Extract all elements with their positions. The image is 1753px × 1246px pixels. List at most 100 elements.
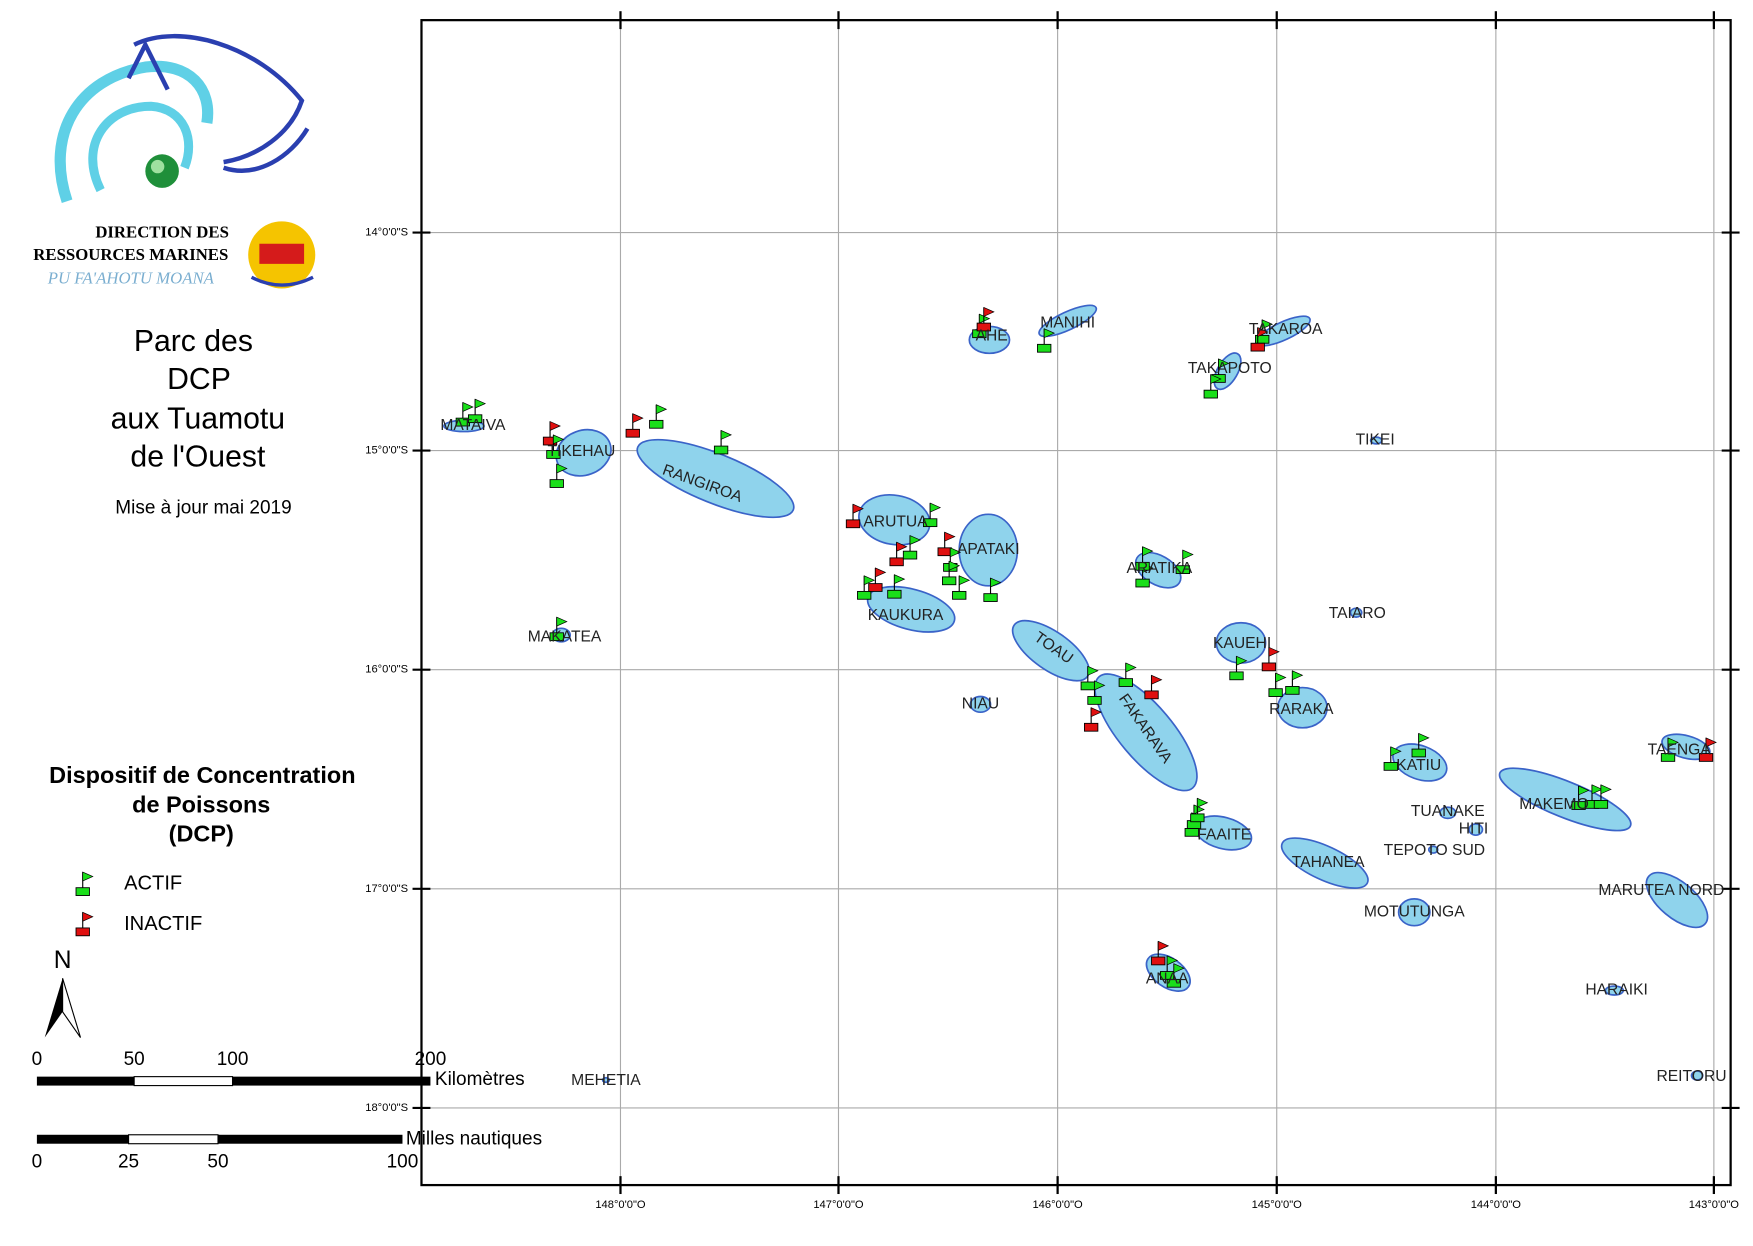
dcp-base: [1411, 748, 1426, 758]
update-date: Mise à jour mai 2019: [115, 498, 291, 519]
dcp-flag: [1157, 940, 1170, 951]
island-label: TEPOTO SUD: [1384, 842, 1485, 859]
dcp-base: [889, 557, 904, 567]
dcp-flag: [1705, 737, 1717, 748]
lon-label: 145°0'0"O: [1252, 1199, 1303, 1211]
lat-label: 16°0'0"S: [365, 664, 408, 676]
dcp-base: [1144, 690, 1159, 700]
dcp-base: [549, 632, 564, 642]
dcp-flag: [632, 413, 644, 424]
dcp-flag: [462, 401, 474, 412]
dcp-flag: [553, 434, 565, 445]
island-label: FAAITE: [1197, 826, 1251, 843]
island-label: HITI: [1459, 821, 1489, 838]
island: [1690, 1070, 1704, 1081]
island-label: TAKAPOTO: [1188, 360, 1272, 377]
island: [1427, 845, 1439, 854]
dcp-base: [1166, 978, 1182, 988]
scale-label: 0: [32, 1152, 43, 1173]
dcp-base: [868, 583, 883, 592]
island: [1498, 767, 1632, 832]
dcp-flag: [1261, 319, 1274, 330]
dcp-base: [1175, 565, 1190, 574]
dcp-base: [1250, 342, 1265, 352]
island-label: TAKAROA: [1249, 321, 1323, 338]
scale-label: 0: [32, 1049, 43, 1070]
dcp-flag: [1166, 955, 1179, 966]
dcp-flag: [958, 575, 971, 586]
lat-label: 17°0'0"S: [365, 883, 408, 895]
legend-item: INACTIF: [124, 913, 202, 935]
dcp-base: [1080, 681, 1095, 691]
dcp-base: [1261, 662, 1277, 672]
dcp-base: [75, 927, 90, 937]
island: [555, 428, 612, 477]
dcp-flag: [1275, 672, 1287, 683]
dcp-flag: [990, 577, 1002, 588]
island-label: ARUTUA: [863, 513, 928, 530]
legend-title: (DCP): [169, 820, 234, 846]
dcp-flag: [1193, 804, 1205, 815]
dcp-flag: [949, 547, 962, 558]
island-label: MOTUTUNGA: [1364, 903, 1465, 920]
legend-item: ACTIF: [124, 873, 182, 895]
island-label: ARATIKA: [1126, 560, 1192, 577]
island: [969, 695, 992, 714]
dcp-flag: [944, 531, 956, 542]
island-label: TIKEHAU: [547, 443, 615, 460]
dcp-base: [546, 450, 561, 459]
dcp-base: [1135, 561, 1150, 571]
dcp-flag: [1667, 737, 1679, 748]
island: [1468, 823, 1484, 836]
dcp-base: [1151, 956, 1166, 966]
dcp-base: [1037, 343, 1052, 353]
island-label: TIKEI: [1356, 432, 1395, 449]
island-label: MAKEMO: [1519, 796, 1589, 813]
dcp-flag: [1173, 963, 1185, 974]
dcp-base: [1285, 686, 1300, 695]
island-label: TAENGA: [1648, 741, 1712, 758]
title: aux Tuamotu: [111, 402, 285, 435]
dcp-flag: [1210, 374, 1222, 385]
dcp-flag: [549, 420, 561, 431]
map-frame: 148°0'0"O 147°0'0"O 146°0'0"O 145°0'0"O 144°…: [365, 11, 1740, 1211]
island: [636, 438, 795, 519]
dcp-flag: [556, 463, 568, 474]
dcp-flag: [1094, 680, 1106, 691]
lon-label: 146°0'0"O: [1032, 1199, 1083, 1211]
island-label: MEHETIA: [571, 1072, 641, 1089]
scale-label: 200: [415, 1049, 447, 1070]
island-label: REITORU: [1656, 1068, 1726, 1085]
lon-label: 144°0'0"O: [1471, 1199, 1522, 1211]
island: [1094, 673, 1198, 792]
dcp-base: [1698, 753, 1714, 762]
dcp-flag: [82, 871, 94, 882]
island: [1277, 686, 1328, 729]
lat-label: 14°0'0"S: [365, 227, 408, 239]
dcp-flag: [1197, 797, 1209, 808]
island-label: MARUTEA NORD: [1598, 882, 1724, 899]
dcp-base: [1229, 671, 1244, 681]
island-label: HARAIKI: [1585, 982, 1648, 999]
dcp-flag: [948, 560, 961, 571]
dcp-flag: [909, 535, 921, 545]
dcp-base: [549, 479, 564, 488]
lon-label: 143°0'0"O: [1689, 1199, 1740, 1211]
dcp-flag: [1418, 732, 1430, 743]
dcp-base: [1087, 696, 1102, 705]
island-label: TAHANEA: [1292, 854, 1365, 871]
lon-label: 148°0'0"O: [595, 1199, 646, 1211]
island: [1604, 985, 1625, 996]
dcp-base: [1190, 813, 1205, 823]
island-label: MATAIVA: [440, 417, 506, 434]
logo: DIRECTION DES RESSOURCES MARINES PU FA'A…: [33, 33, 316, 289]
dcp-flag: [1182, 549, 1194, 560]
dcp-base: [467, 414, 483, 424]
dcp-base: [1593, 800, 1609, 809]
title: de l'Ouest: [130, 440, 266, 473]
dcp-base: [857, 590, 872, 600]
dcp-base: [625, 428, 640, 438]
legend-title: Dispositif de Concentration: [49, 762, 355, 788]
dcp-base: [1203, 389, 1218, 399]
dcp-base: [902, 550, 918, 560]
